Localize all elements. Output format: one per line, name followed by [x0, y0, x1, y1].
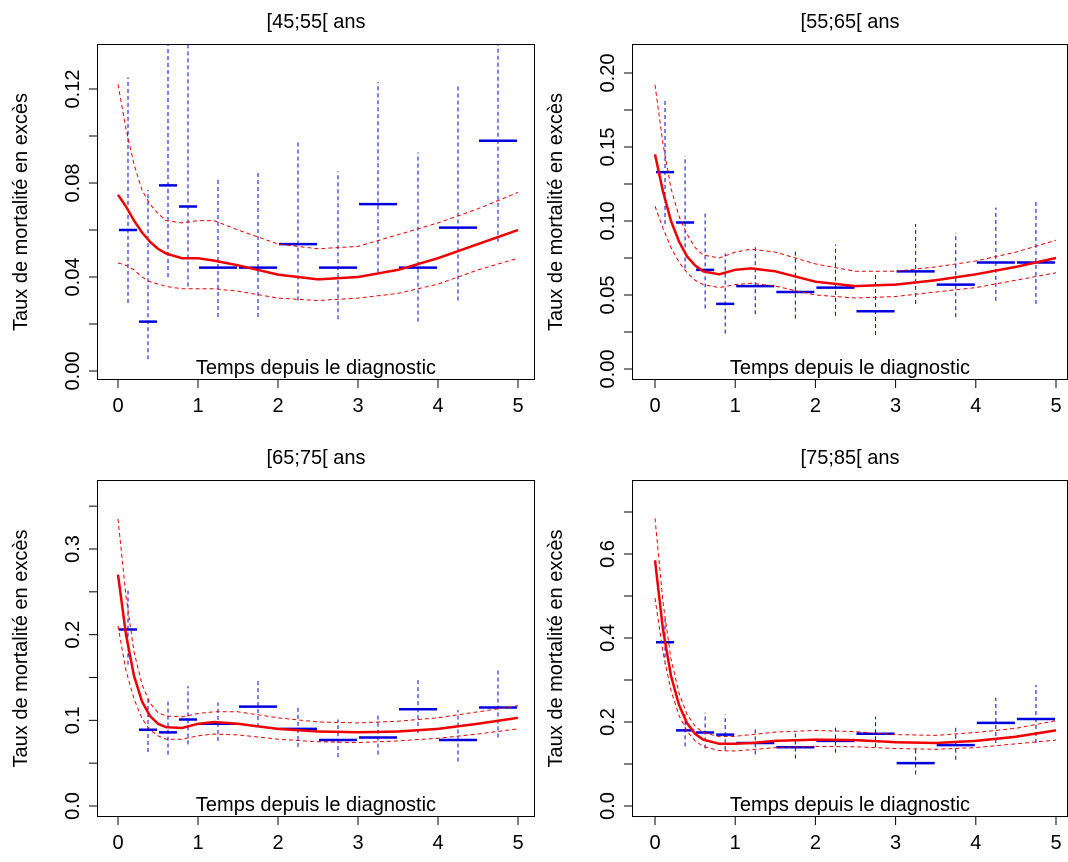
- x-tick-label: 5: [512, 395, 523, 417]
- x-tick-label: 1: [730, 395, 741, 417]
- y-tick-label: 0.0: [62, 792, 84, 820]
- y-tick-label: 0.04: [62, 258, 84, 297]
- plot-frame: [97, 44, 535, 380]
- plot-area: [116, 44, 519, 360]
- x-tick-label: 2: [810, 832, 821, 854]
- y-tick-label: 0.3: [62, 535, 84, 563]
- y-tick-label: 0.05: [597, 276, 619, 315]
- x-axis-label: Temps depuis le diagnostic: [196, 794, 436, 816]
- y-axis-label: Taux de mortalité en excès: [545, 93, 567, 331]
- curve-upper-ci: [117, 84, 519, 250]
- plot-frame: [97, 480, 535, 817]
- x-tick-label: 5: [1050, 832, 1061, 854]
- y-tick-label: 0.10: [597, 202, 619, 241]
- x-axis-label: Temps depuis le diagnostic: [730, 794, 970, 816]
- curve-upper-ci: [654, 84, 1057, 272]
- y-tick-label: 0.0: [597, 792, 619, 820]
- curve-estimate: [116, 194, 519, 281]
- x-tick-label: 2: [810, 395, 821, 417]
- x-tick-label: 4: [432, 832, 443, 854]
- chart-title: [65;75[ ans: [267, 447, 366, 469]
- y-tick-label: 0.2: [62, 621, 84, 649]
- y-axis-label: Taux de mortalité en excès: [10, 93, 32, 331]
- x-tick-label: 5: [1050, 395, 1061, 417]
- plot-frame: [632, 44, 1068, 380]
- y-tick-label: 0.6: [597, 540, 619, 568]
- x-tick-label: 3: [890, 395, 901, 417]
- x-tick-label: 1: [192, 395, 203, 417]
- chart-title: [75;85[ ans: [801, 447, 900, 469]
- curve-estimate: [653, 560, 1057, 746]
- y-tick-label: 0.20: [597, 54, 619, 93]
- x-tick-label: 2: [272, 832, 283, 854]
- x-tick-label: 4: [970, 395, 981, 417]
- plot-area: [653, 518, 1057, 775]
- x-tick-label: 3: [352, 395, 363, 417]
- x-tick-label: 4: [432, 395, 443, 417]
- x-tick-label: 5: [512, 832, 523, 854]
- panel-1: [45;55[ ans 0 1 2 3 4 5 0.00 0.04 0.08 0.12 Taux de…: [10, 11, 535, 417]
- x-tick-label: 3: [352, 832, 363, 854]
- x-tick-label: 1: [192, 832, 203, 854]
- x-tick-label: 0: [649, 832, 660, 854]
- curve-estimate: [653, 154, 1057, 288]
- panel-3: [65;75[ ans 0 1 2 3 4 5 0.0 0.1 0.2 0.3 Taux de mor…: [10, 447, 535, 854]
- y-tick-label: 0.1: [62, 706, 84, 734]
- y-tick-label: 0.12: [62, 70, 84, 109]
- curve-lower-ci: [117, 626, 519, 744]
- curve-estimate: [116, 574, 519, 734]
- chart-title: [55;65[ ans: [801, 11, 900, 33]
- x-axis-label: Temps depuis le diagnostic: [196, 357, 436, 379]
- curve-upper-ci: [117, 518, 519, 724]
- curve-upper-ci: [654, 518, 1057, 738]
- plot-area: [653, 84, 1057, 335]
- x-tick-label: 0: [112, 395, 123, 417]
- y-tick-label: 0.00: [597, 350, 619, 389]
- y-axis-label: Taux de mortalité en excès: [10, 530, 32, 768]
- curve-lower-ci: [117, 257, 519, 302]
- plot-frame: [632, 480, 1068, 817]
- x-tick-label: 3: [890, 832, 901, 854]
- y-tick-label: 0.2: [597, 708, 619, 736]
- chart-title: [45;55[ ans: [267, 11, 366, 33]
- curve-lower-ci: [654, 598, 1057, 752]
- y-tick-label: 0.4: [597, 624, 619, 652]
- panel-2: [55;65[ ans 0 1 2 3 4 5 0.00 0.05 0.10 0.15 0.20 Tau…: [545, 11, 1068, 417]
- x-axis-label: Temps depuis le diagnostic: [730, 357, 970, 379]
- plot-area: [116, 518, 519, 762]
- y-tick-label: 0.15: [597, 128, 619, 167]
- x-tick-label: 4: [970, 832, 981, 854]
- x-tick-label: 1: [730, 832, 741, 854]
- y-tick-label: 0.08: [62, 164, 84, 203]
- x-tick-label: 0: [649, 395, 660, 417]
- curve-lower-ci: [654, 206, 1057, 299]
- x-tick-label: 0: [112, 832, 123, 854]
- y-axis-label: Taux de mortalité en excès: [545, 530, 567, 768]
- x-tick-label: 2: [272, 395, 283, 417]
- panel-4: [75;85[ ans 0 1 2 3 4 5 0.0 0.2 0.4 0.6 Taux de mor…: [545, 447, 1068, 854]
- y-tick-label: 0.00: [62, 352, 84, 391]
